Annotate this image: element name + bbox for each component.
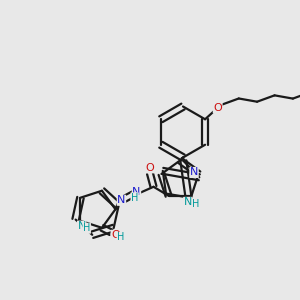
Text: N: N — [190, 167, 198, 178]
Text: H: H — [117, 232, 124, 242]
Text: N: N — [132, 187, 141, 197]
Text: O: O — [146, 163, 154, 173]
Text: N: N — [184, 197, 192, 207]
Text: H: H — [131, 193, 138, 203]
Text: O: O — [213, 103, 222, 113]
Text: N: N — [77, 221, 86, 231]
Text: H: H — [83, 223, 90, 233]
Text: H: H — [192, 199, 200, 209]
Text: N: N — [117, 195, 126, 205]
Text: O: O — [111, 230, 120, 240]
